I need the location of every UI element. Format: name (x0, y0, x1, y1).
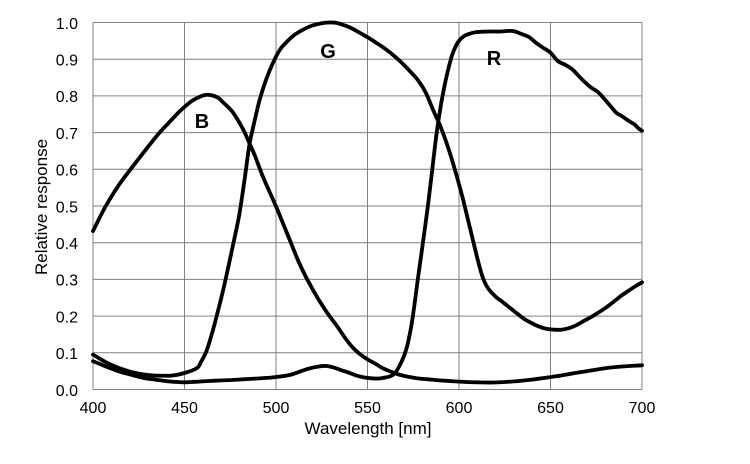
svg-text:0.6: 0.6 (56, 163, 78, 180)
svg-text:450: 450 (171, 400, 198, 417)
svg-text:B: B (195, 111, 209, 133)
svg-text:G: G (320, 41, 336, 63)
svg-text:550: 550 (354, 400, 381, 417)
svg-text:Relative response: Relative response (32, 139, 51, 275)
svg-text:500: 500 (263, 400, 290, 417)
svg-text:650: 650 (537, 400, 564, 417)
svg-text:0.5: 0.5 (56, 199, 78, 216)
svg-text:600: 600 (446, 400, 473, 417)
svg-text:400: 400 (80, 400, 107, 417)
svg-text:0.0: 0.0 (56, 383, 78, 400)
svg-text:0.8: 0.8 (56, 89, 78, 106)
svg-text:0.7: 0.7 (56, 126, 78, 143)
svg-text:0.1: 0.1 (56, 346, 78, 363)
svg-text:0.2: 0.2 (56, 309, 78, 326)
svg-text:R: R (487, 48, 502, 70)
svg-text:0.9: 0.9 (56, 53, 78, 70)
svg-text:0.4: 0.4 (56, 236, 78, 253)
svg-text:0.3: 0.3 (56, 273, 78, 290)
svg-text:Wavelength [nm]: Wavelength [nm] (305, 419, 432, 438)
svg-text:700: 700 (629, 400, 656, 417)
svg-text:1.0: 1.0 (56, 16, 78, 33)
